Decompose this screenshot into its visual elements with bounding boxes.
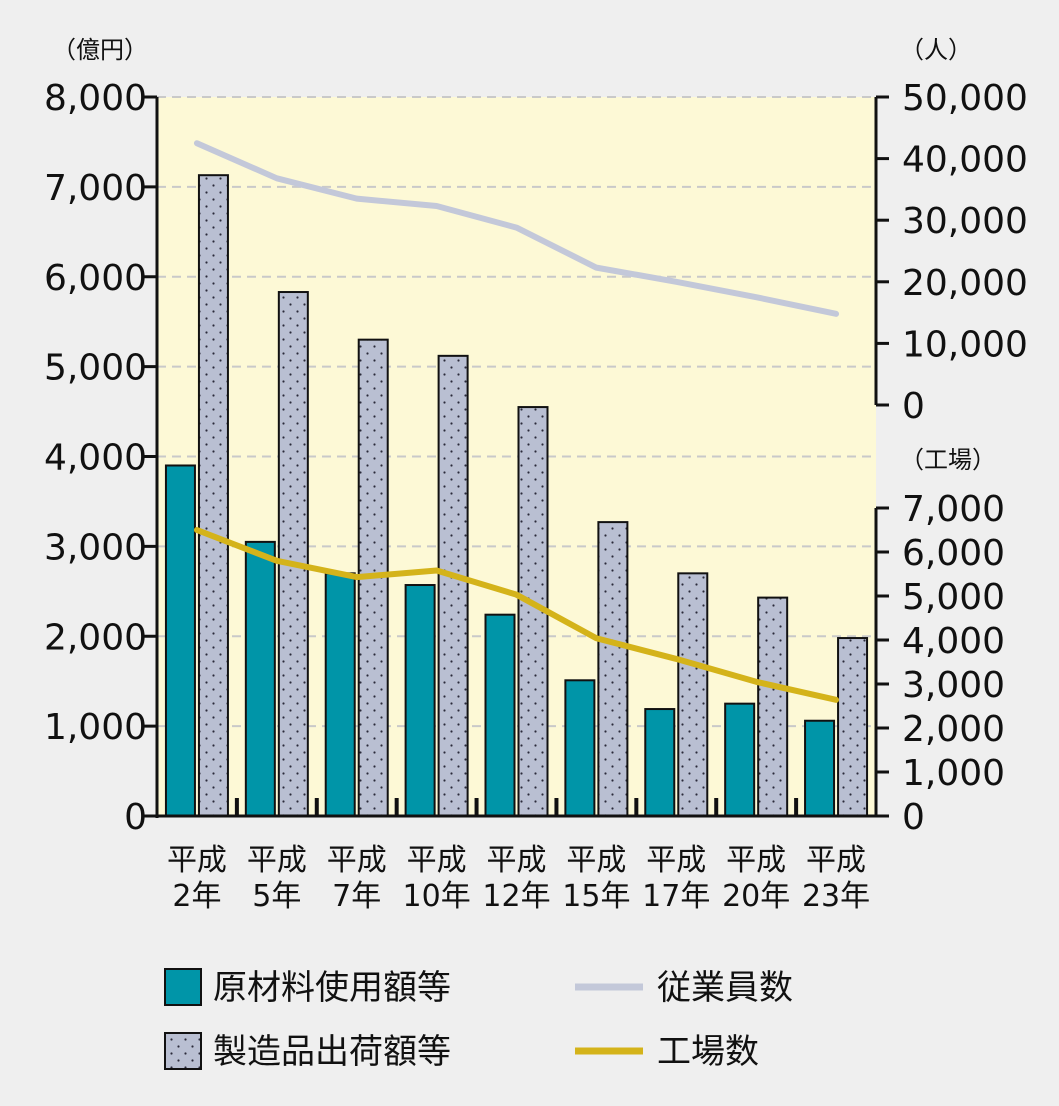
- category-label-5: 平成 15年: [562, 843, 630, 914]
- legend-label-1: 製造品出荷額等: [213, 1032, 451, 1072]
- factories-tick-label-3: 3,000: [902, 665, 1005, 706]
- legend-label-2: 従業員数: [657, 968, 793, 1008]
- bar-raw-material-2: [324, 572, 356, 818]
- left-tick-label-4: 4,000: [44, 438, 147, 479]
- factories-tick-label-4: 4,000: [902, 621, 1005, 662]
- category-label-5-line-0: 平成: [566, 843, 626, 878]
- left-tick-label-6: 6,000: [44, 258, 147, 299]
- legend-swatch-0: [164, 968, 202, 1006]
- factories-tick-label-2: 2,000: [902, 709, 1005, 750]
- bar-shipment-6: [677, 572, 709, 818]
- category-divider-1: [234, 798, 239, 816]
- category-label-3-line-1: 10年: [403, 879, 471, 914]
- category-label-8-line-1: 23年: [802, 879, 870, 914]
- category-label-7-line-0: 平成: [726, 843, 786, 878]
- category-label-4: 平成 12年: [482, 843, 550, 914]
- category-label-8-line-0: 平成: [806, 843, 866, 878]
- bar-raw-material-3: [404, 584, 436, 817]
- category-divider-8: [794, 798, 799, 816]
- employees-axis-unit: （人）: [900, 36, 972, 64]
- bar-shipment-7: [757, 596, 789, 818]
- employees-tick-label-1: 10,000: [902, 324, 1028, 365]
- category-divider-6: [634, 798, 639, 816]
- category-label-7-line-1: 20年: [722, 879, 790, 914]
- left-tick-label-1: 1,000: [44, 707, 147, 748]
- factories-tick-label-0: 0: [902, 797, 925, 838]
- employees-tick-label-4: 40,000: [902, 140, 1028, 181]
- bar-raw-material-4: [484, 613, 516, 817]
- category-label-1-line-0: 平成: [247, 843, 307, 878]
- left-tick-label-2: 2,000: [44, 617, 147, 658]
- category-label-6: 平成 17年: [642, 843, 710, 914]
- axes: [143, 95, 889, 818]
- category-divider-7: [714, 798, 719, 816]
- legend-swatch-1: [164, 1032, 202, 1070]
- bar-raw-material-0: [164, 464, 196, 817]
- factories-tick-label-1: 1,000: [902, 753, 1005, 794]
- bar-shipment-8: [837, 637, 869, 817]
- employees-tick-label-3: 30,000: [902, 201, 1028, 242]
- category-divider-4: [474, 798, 479, 816]
- category-divider-2: [314, 798, 319, 816]
- employees-tick-label-5: 50,000: [902, 78, 1028, 119]
- bar-raw-material-5: [564, 679, 596, 817]
- line-employees: [193, 140, 840, 317]
- bar-shipment-3: [437, 354, 469, 817]
- labels: 01,0002,0003,0004,0005,0006,0007,0008,00…: [44, 36, 1028, 914]
- left-tick-label-7: 7,000: [44, 168, 147, 209]
- legend-label-3: 工場数: [657, 1032, 759, 1072]
- legend-label-0: 原材料使用額等: [213, 968, 451, 1008]
- bars: [164, 174, 869, 818]
- category-label-8: 平成 23年: [802, 843, 870, 914]
- category-label-7: 平成 20年: [722, 843, 790, 914]
- category-label-1-line-1: 5年: [252, 879, 301, 914]
- category-label-6-line-0: 平成: [646, 843, 706, 878]
- category-label-1: 平成 5年: [247, 843, 307, 914]
- bar-shipment-0: [197, 174, 229, 818]
- lines: [193, 140, 840, 703]
- category-label-4-line-0: 平成: [487, 843, 547, 878]
- plot-background: [157, 97, 876, 816]
- category-label-2-line-0: 平成: [327, 843, 387, 878]
- category-divider-3: [394, 798, 399, 816]
- category-label-2: 平成 7年: [327, 843, 387, 914]
- left-tick-label-0: 0: [124, 797, 147, 838]
- factories-axis-unit: （工場）: [900, 446, 996, 474]
- factories-tick-label-6: 6,000: [902, 533, 1005, 574]
- category-label-0: 平成 2年: [167, 843, 227, 914]
- category-label-4-line-1: 12年: [482, 879, 550, 914]
- category-label-3: 平成 10年: [403, 843, 471, 914]
- bar-shipment-1: [277, 291, 309, 817]
- employees-tick-label-2: 20,000: [902, 263, 1028, 304]
- left-tick-label-8: 8,000: [44, 78, 147, 119]
- factories-tick-label-5: 5,000: [902, 577, 1005, 618]
- bar-raw-material-6: [644, 708, 676, 818]
- category-label-3-line-0: 平成: [407, 843, 467, 878]
- category-label-5-line-1: 15年: [562, 879, 630, 914]
- category-divider-5: [554, 798, 559, 816]
- bar-raw-material-1: [244, 540, 276, 817]
- left-tick-label-5: 5,000: [44, 348, 147, 389]
- factories-tick-label-7: 7,000: [902, 489, 1005, 530]
- bar-shipment-5: [597, 521, 629, 817]
- category-label-2-line-1: 7年: [332, 879, 381, 914]
- employees-tick-label-0: 0: [902, 386, 925, 427]
- category-label-0-line-1: 2年: [172, 879, 221, 914]
- left-tick-label-3: 3,000: [44, 527, 147, 568]
- bar-raw-material-8: [804, 719, 836, 817]
- line-factories: [193, 527, 840, 703]
- bar-raw-material-7: [724, 702, 756, 817]
- category-label-6-line-1: 17年: [642, 879, 710, 914]
- category-label-0-line-0: 平成: [167, 843, 227, 878]
- left-axis-unit: （億円）: [52, 36, 148, 64]
